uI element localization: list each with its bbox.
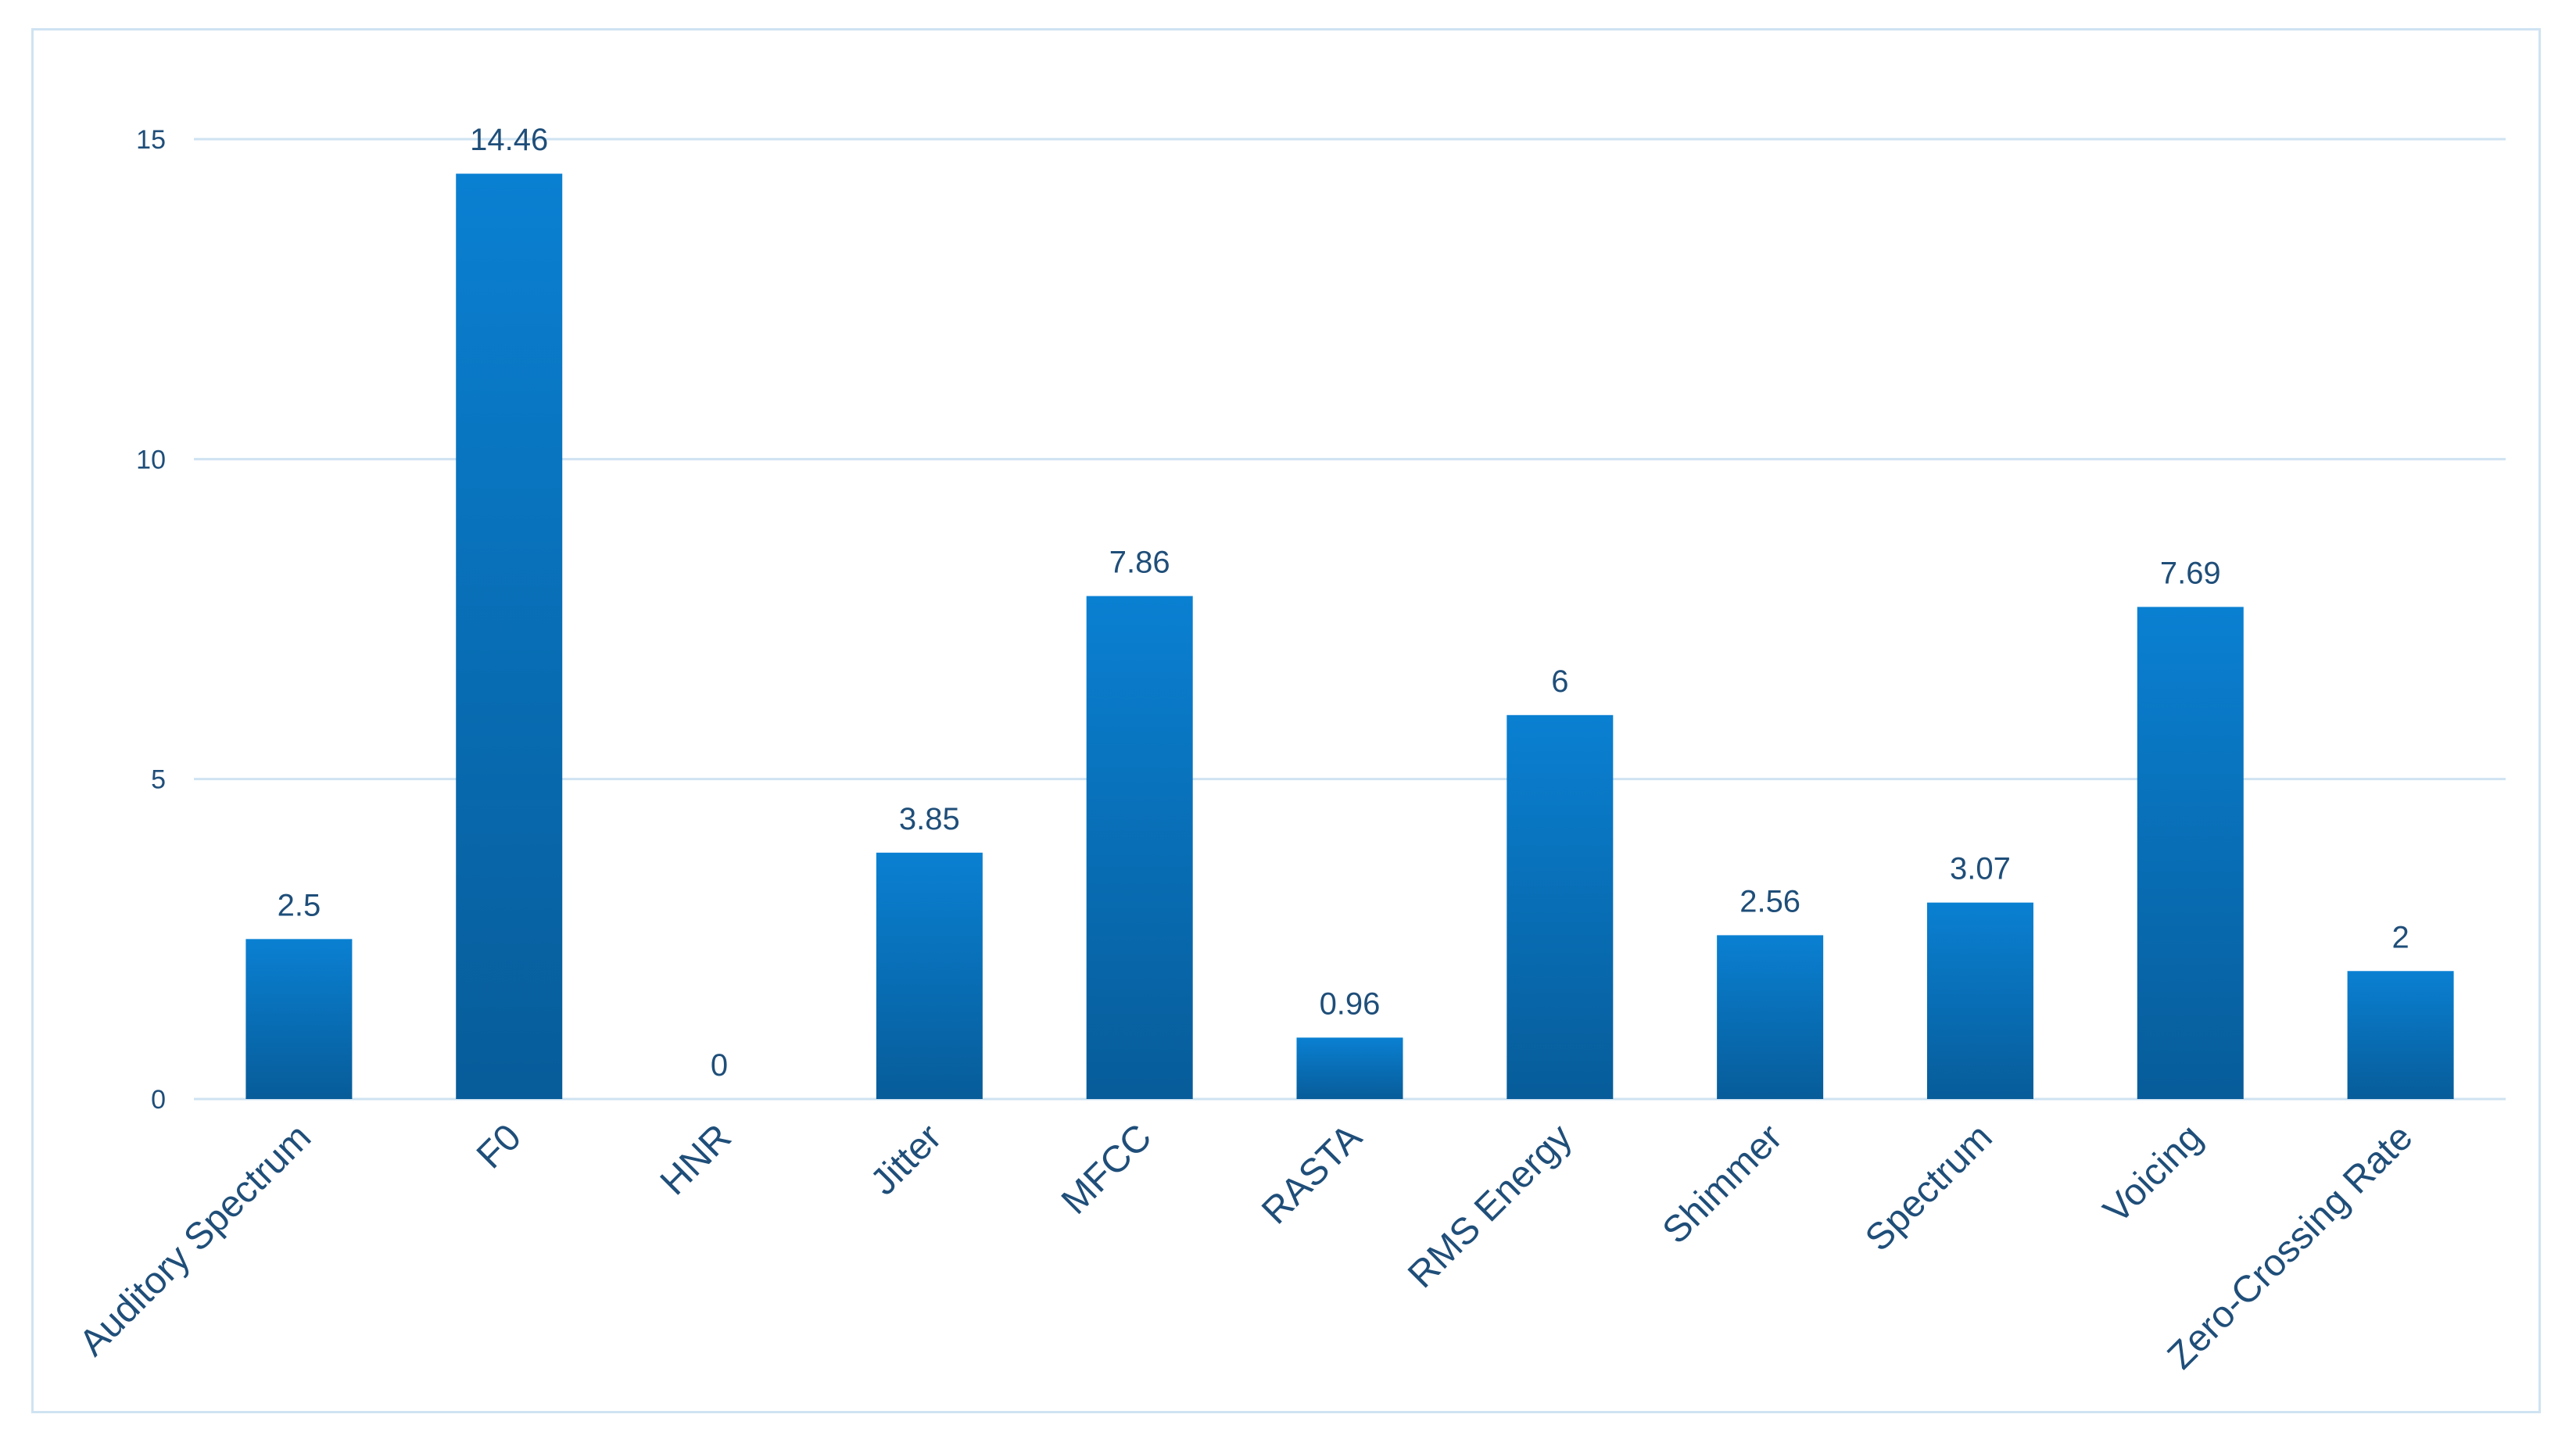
y-tick-label: 0 [151, 1085, 166, 1115]
x-category-label: Shimmer [1655, 1116, 1790, 1251]
bar-spectrum [1926, 902, 2033, 1099]
data-label: 2.56 [1739, 884, 1800, 918]
data-label: 7.69 [2160, 556, 2221, 590]
data-label: 6 [1551, 664, 1568, 699]
y-tick-label: 5 [151, 765, 166, 795]
x-axis-categories: Auditory Spectrum F0 HNR Jitter MFCC RASTA RMS… [72, 1116, 2421, 1377]
x-category-label: F0 [469, 1116, 529, 1176]
x-category-label: HNR [653, 1116, 740, 1203]
bar-zero-crossing-rate [2347, 971, 2454, 1099]
bar-rasta [1296, 1037, 1403, 1099]
data-label: 3.07 [1950, 852, 2011, 886]
data-label: 2.5 [278, 888, 321, 922]
chart-frame [31, 28, 2541, 1413]
y-axis-ticks: 0 5 10 15 [136, 125, 166, 1115]
data-label: 14.46 [470, 123, 548, 157]
x-category-label: MFCC [1054, 1116, 1160, 1223]
data-label: 7.86 [1109, 546, 1170, 580]
bar-f0 [456, 174, 563, 1099]
data-labels: 2.5 14.46 0 3.85 7.86 0.96 6 2.56 3.07 7.69 2 [278, 123, 2409, 1083]
bar-auditory-spectrum [245, 939, 353, 1099]
bar-mfcc [1086, 596, 1193, 1099]
bars [245, 174, 2454, 1099]
x-category-label: Voicing [2096, 1116, 2211, 1231]
bar-jitter [876, 852, 983, 1099]
x-category-label: Jitter [863, 1116, 950, 1203]
bar-shimmer [1717, 935, 1824, 1099]
data-label: 3.85 [899, 802, 960, 836]
data-label: 0 [711, 1048, 728, 1083]
x-category-label: RMS Energy [1400, 1116, 1580, 1296]
bar-voicing [2137, 607, 2244, 1099]
data-label: 0.96 [1320, 986, 1381, 1021]
x-category-label: Auditory Spectrum [72, 1116, 320, 1364]
bar-rms-energy [1507, 714, 1614, 1099]
y-tick-label: 15 [136, 125, 166, 155]
data-label: 2 [2391, 920, 2409, 954]
y-tick-label: 10 [136, 445, 166, 474]
x-category-label: Spectrum [1858, 1116, 2001, 1259]
x-category-label: RASTA [1254, 1116, 1370, 1232]
